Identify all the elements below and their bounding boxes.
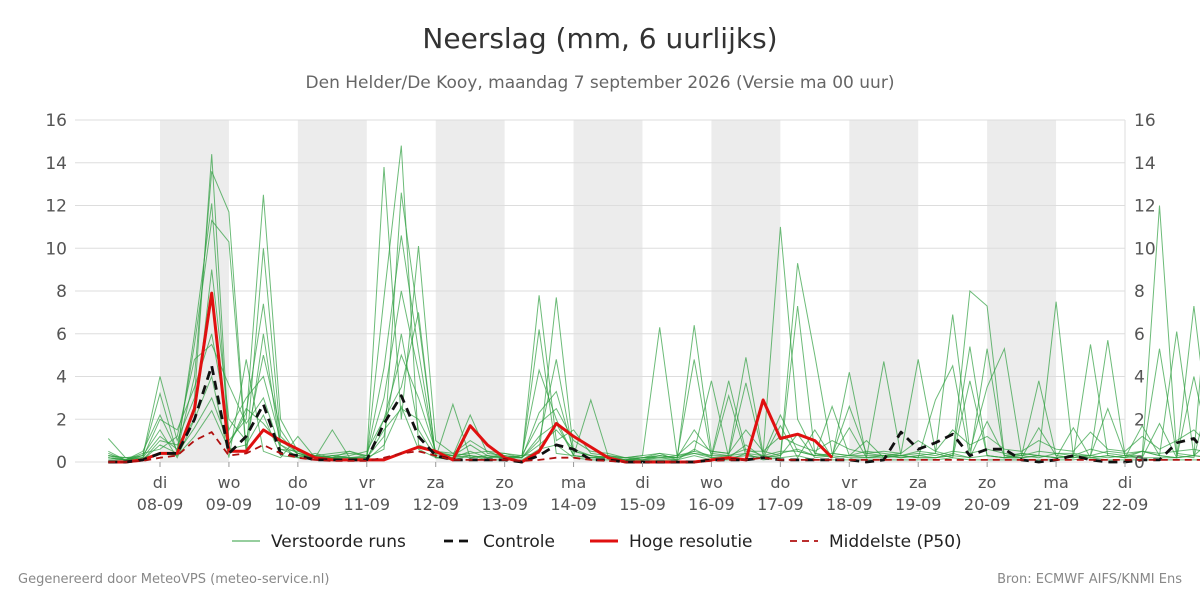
main-series bbox=[108, 291, 1200, 464]
y-tick-label-left: 4 bbox=[56, 368, 67, 388]
legend-label: Verstoorde runs bbox=[271, 532, 406, 552]
footer-source: Bron: ECMWF AIFS/KNMI Ens bbox=[997, 572, 1182, 587]
y-tick-label-left: 6 bbox=[56, 325, 67, 345]
x-tick-day: vr bbox=[841, 473, 857, 492]
x-tick-date: 13-09 bbox=[481, 495, 528, 514]
ensemble-run-line bbox=[108, 333, 1200, 461]
x-tick-date: 17-09 bbox=[757, 495, 804, 514]
y-tick-label-right: 16 bbox=[1134, 111, 1156, 131]
legend: Verstoorde runs Controle Hoge resolutie Mid… bbox=[232, 532, 962, 552]
x-tick-day: ma bbox=[1043, 473, 1068, 492]
x-tick-day: ma bbox=[561, 473, 586, 492]
x-tick-date: 16-09 bbox=[688, 495, 735, 514]
legend-label: Middelste (P50) bbox=[829, 532, 962, 552]
x-tick-date: 14-09 bbox=[550, 495, 597, 514]
axes: 0 0 2 2 4 4 6 6 8 8 10 10 12 12 14 14 16 16 di 08-09 wo 09-09… bbox=[45, 111, 1155, 514]
chart-subtitle: Den Helder/De Kooy, maandag 7 september … bbox=[305, 73, 895, 93]
x-tick-date: 11-09 bbox=[344, 495, 391, 514]
y-tick-label-right: 0 bbox=[1134, 453, 1145, 473]
x-tick-day: wo bbox=[700, 473, 723, 492]
y-tick-label-left: 12 bbox=[45, 197, 67, 217]
x-tick-day: di bbox=[153, 473, 168, 492]
y-tick-label-left: 2 bbox=[56, 410, 67, 430]
y-tick-label-left: 0 bbox=[56, 453, 67, 473]
ensemble-run-line bbox=[108, 396, 1200, 461]
legend-label: Hoge resolutie bbox=[629, 532, 753, 552]
x-tick-date: 18-09 bbox=[826, 495, 873, 514]
x-tick-date: 12-09 bbox=[412, 495, 459, 514]
x-tick-date: 20-09 bbox=[964, 495, 1011, 514]
x-tick-date: 21-09 bbox=[1033, 495, 1080, 514]
series-line-middelste-p50- bbox=[108, 431, 1200, 463]
y-tick-label-right: 8 bbox=[1134, 282, 1145, 302]
ensemble-run-line bbox=[108, 312, 1200, 461]
y-tick-label-left: 16 bbox=[45, 111, 67, 131]
y-tick-label-left: 8 bbox=[56, 282, 67, 302]
y-tick-label-left: 10 bbox=[45, 239, 67, 259]
y-tick-label-right: 6 bbox=[1134, 325, 1145, 345]
x-tick-day: za bbox=[909, 473, 927, 492]
x-tick-day: zo bbox=[978, 473, 996, 492]
series-line-hoge-resolutie bbox=[108, 291, 834, 464]
x-tick-day: di bbox=[1118, 473, 1133, 492]
x-tick-day: zo bbox=[496, 473, 514, 492]
y-tick-label-right: 4 bbox=[1134, 368, 1145, 388]
x-tick-date: 10-09 bbox=[275, 495, 322, 514]
legend-label: Controle bbox=[483, 532, 555, 552]
y-tick-label-left: 14 bbox=[45, 154, 67, 174]
y-tick-label-right: 2 bbox=[1134, 410, 1145, 430]
x-tick-date: 19-09 bbox=[895, 495, 942, 514]
y-tick-label-right: 10 bbox=[1134, 239, 1156, 259]
x-tick-day: vr bbox=[359, 473, 375, 492]
x-tick-date: 22-09 bbox=[1102, 495, 1149, 514]
y-tick-label-right: 14 bbox=[1134, 154, 1156, 174]
x-tick-date: 08-09 bbox=[137, 495, 184, 514]
ensemble-runs bbox=[107, 145, 1200, 461]
x-tick-day: do bbox=[770, 473, 790, 492]
x-tick-date: 09-09 bbox=[206, 495, 253, 514]
x-tick-date: 15-09 bbox=[619, 495, 666, 514]
x-tick-day: wo bbox=[217, 473, 240, 492]
chart-title: Neerslag (mm, 6 uurlijks) bbox=[422, 22, 778, 55]
y-tick-label-right: 12 bbox=[1134, 197, 1156, 217]
x-tick-day: za bbox=[427, 473, 445, 492]
x-tick-day: di bbox=[635, 473, 650, 492]
footer-generated-by: Gegenereerd door MeteoVPS (meteo-service… bbox=[18, 572, 330, 587]
x-tick-day: do bbox=[288, 473, 308, 492]
